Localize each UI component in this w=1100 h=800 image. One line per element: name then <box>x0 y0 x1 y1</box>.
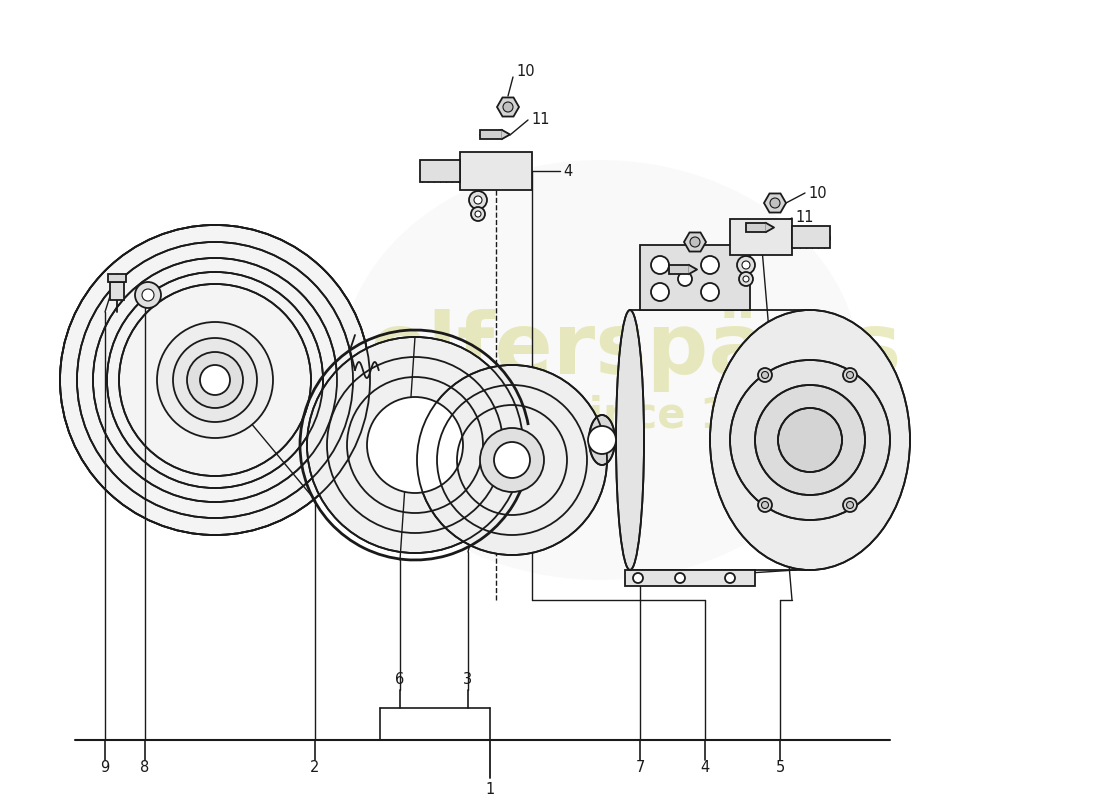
Circle shape <box>701 283 719 301</box>
Circle shape <box>678 272 692 286</box>
Text: 4: 4 <box>563 163 572 178</box>
Bar <box>420 160 460 182</box>
Circle shape <box>503 102 513 112</box>
Circle shape <box>142 289 154 301</box>
Ellipse shape <box>710 310 910 570</box>
Bar <box>669 265 689 274</box>
Text: 10: 10 <box>808 186 826 201</box>
Bar <box>640 245 750 310</box>
Circle shape <box>173 338 257 422</box>
Circle shape <box>474 196 482 204</box>
Circle shape <box>770 198 780 208</box>
Text: 9: 9 <box>100 761 110 775</box>
Text: 8: 8 <box>141 761 150 775</box>
Circle shape <box>847 502 854 509</box>
Circle shape <box>471 207 485 221</box>
Text: 5: 5 <box>823 230 833 245</box>
Text: 11: 11 <box>531 113 550 127</box>
Circle shape <box>469 191 487 209</box>
Circle shape <box>758 368 772 382</box>
Circle shape <box>755 385 865 495</box>
Circle shape <box>200 365 230 395</box>
Text: 4: 4 <box>701 761 710 775</box>
Ellipse shape <box>616 310 644 570</box>
Circle shape <box>847 371 854 378</box>
Circle shape <box>632 573 644 583</box>
Circle shape <box>307 337 522 553</box>
Ellipse shape <box>588 415 615 465</box>
Circle shape <box>494 442 530 478</box>
Text: elferspärts: elferspärts <box>368 308 901 392</box>
Circle shape <box>730 360 890 520</box>
Circle shape <box>480 428 544 492</box>
Bar <box>110 282 124 300</box>
Circle shape <box>739 272 754 286</box>
Circle shape <box>758 498 772 512</box>
Bar <box>730 219 792 255</box>
Polygon shape <box>497 98 519 117</box>
Bar <box>746 223 766 232</box>
Circle shape <box>60 225 370 535</box>
Circle shape <box>761 371 769 378</box>
Circle shape <box>588 426 616 454</box>
Bar <box>108 274 126 282</box>
Bar <box>480 130 502 139</box>
Circle shape <box>651 283 669 301</box>
Polygon shape <box>684 233 706 251</box>
Circle shape <box>475 211 481 217</box>
Text: 7: 7 <box>636 761 645 775</box>
Circle shape <box>187 352 243 408</box>
Polygon shape <box>764 194 786 213</box>
Circle shape <box>701 256 719 274</box>
Text: 3: 3 <box>463 673 473 687</box>
Circle shape <box>651 256 669 274</box>
Bar <box>460 152 532 190</box>
Circle shape <box>742 276 749 282</box>
Circle shape <box>778 408 842 472</box>
Text: 10: 10 <box>516 65 535 79</box>
Circle shape <box>843 498 857 512</box>
Circle shape <box>843 368 857 382</box>
Circle shape <box>737 256 755 274</box>
Circle shape <box>417 365 607 555</box>
Circle shape <box>675 573 685 583</box>
Circle shape <box>690 237 700 247</box>
Text: 2: 2 <box>310 761 320 775</box>
Circle shape <box>761 502 769 509</box>
Ellipse shape <box>340 160 860 580</box>
Circle shape <box>725 573 735 583</box>
Circle shape <box>742 261 750 269</box>
Polygon shape <box>502 130 510 139</box>
Text: 1: 1 <box>485 782 495 798</box>
Polygon shape <box>766 223 774 232</box>
Bar <box>625 570 755 586</box>
Circle shape <box>135 282 161 308</box>
Text: since 1985: since 1985 <box>564 394 816 436</box>
Polygon shape <box>689 265 697 274</box>
Circle shape <box>367 397 463 493</box>
Text: 6: 6 <box>395 673 405 687</box>
Text: 11: 11 <box>795 210 814 226</box>
Circle shape <box>157 322 273 438</box>
Text: 5: 5 <box>776 761 784 775</box>
Bar <box>792 226 830 248</box>
